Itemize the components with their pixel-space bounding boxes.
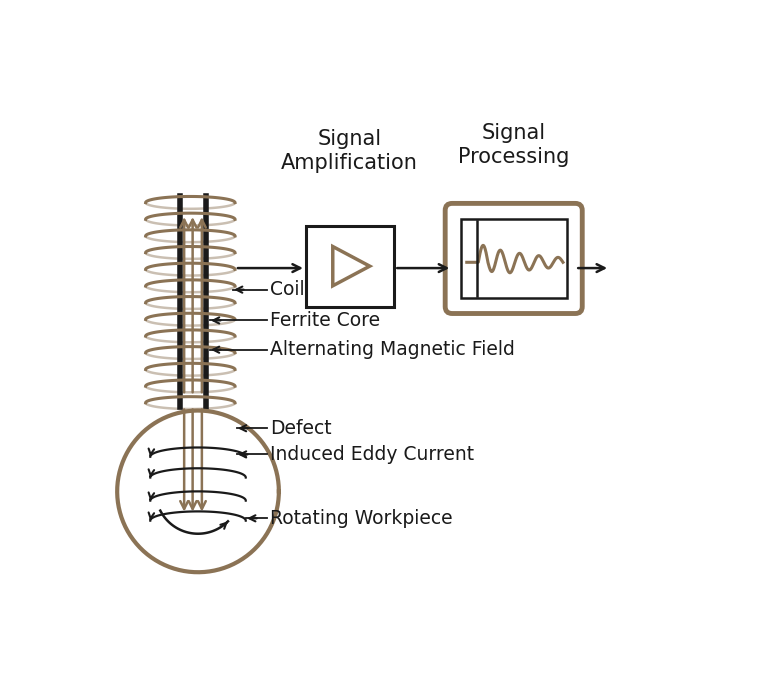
Text: Rotating Workpiece: Rotating Workpiece <box>270 509 452 528</box>
Text: Induced Eddy Current: Induced Eddy Current <box>270 445 474 464</box>
Text: Alternating Magnetic Field: Alternating Magnetic Field <box>270 340 515 359</box>
Text: Signal
Processing: Signal Processing <box>458 124 569 167</box>
Text: Ferrite Core: Ferrite Core <box>270 311 379 330</box>
Bar <box>461 219 567 298</box>
Text: Defect: Defect <box>270 418 331 438</box>
Text: Coil: Coil <box>270 280 304 299</box>
FancyBboxPatch shape <box>445 203 582 314</box>
Text: Signal
Amplification: Signal Amplification <box>281 130 418 173</box>
Bar <box>306 226 395 307</box>
